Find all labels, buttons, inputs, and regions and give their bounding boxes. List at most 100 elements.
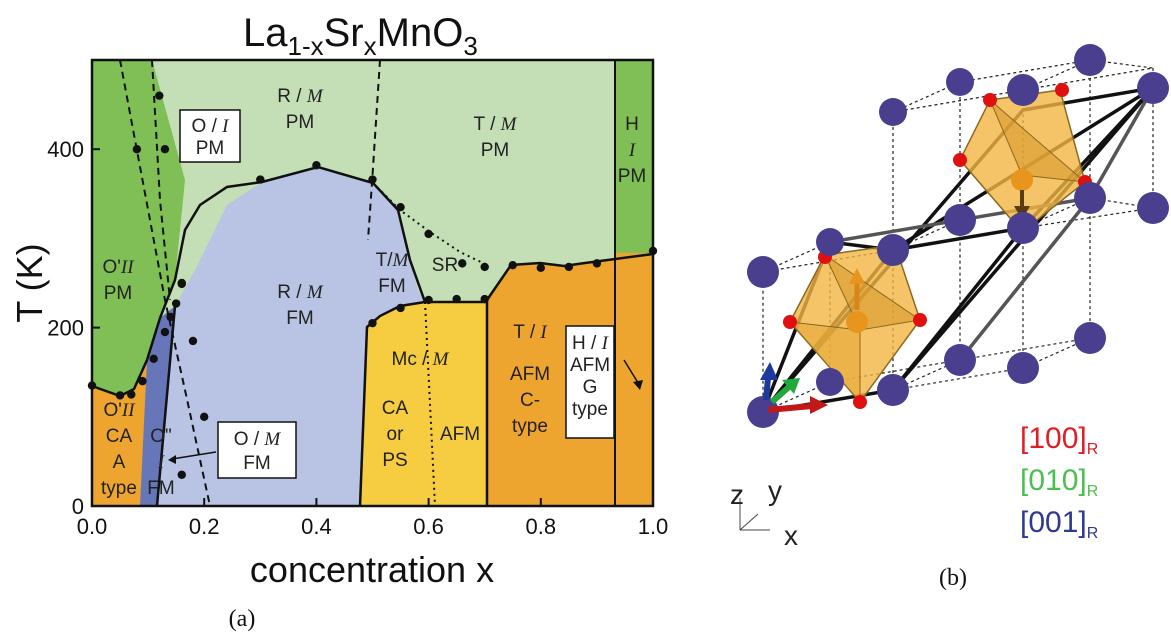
label-ti: T / I	[513, 322, 548, 343]
data-point-s0-1	[115, 391, 125, 400]
data-point-s0-12	[396, 202, 405, 212]
mn-atom-2	[1011, 169, 1033, 191]
la-sr-atoms	[747, 44, 1169, 428]
region-hi-afm	[615, 253, 653, 506]
axis-x-label: x	[784, 520, 798, 551]
label-tm-pm: T / M	[474, 114, 518, 135]
label-o2-fm-2: I	[157, 452, 166, 473]
data-point-s0-19	[592, 259, 602, 268]
data-point-s2-3	[177, 278, 186, 288]
direction-label: [100]R	[1020, 422, 1098, 458]
data-point-s2-2	[160, 145, 170, 154]
svg-text:O / M: O / M	[234, 429, 282, 450]
svg-text:FM: FM	[243, 453, 270, 474]
label-oii-pm-2: PM	[104, 283, 133, 304]
svg-text:AFM: AFM	[570, 355, 610, 376]
label-hi-pm-3: PM	[618, 166, 647, 187]
data-point-s0-9	[256, 175, 265, 184]
dashed-1	[119, 59, 211, 507]
data-point-s2-0	[132, 145, 142, 154]
data-point-s2-5	[200, 412, 209, 421]
chart-title: La1-xSrxMnO3	[243, 11, 478, 61]
panel-a-phase-diagram: La1-xSrxMnO3	[9, 11, 668, 632]
svg-text:PM: PM	[196, 138, 225, 159]
label-oii-ca: O'II	[103, 400, 136, 421]
boundary-fm-pm	[91, 165, 487, 398]
data-point-s2-4	[188, 336, 198, 346]
dotted-boundaries	[372, 182, 488, 507]
arrowhead-hi-afm	[633, 380, 643, 390]
y-axis-label: T (K)	[9, 243, 50, 322]
data-point-s1-2	[424, 295, 433, 305]
data-point-s0-18	[564, 262, 574, 272]
label-hi-pm-2: I	[628, 140, 637, 161]
dotted-afm	[424, 301, 436, 507]
x-tick-label: 0.8	[526, 514, 557, 539]
axis-z-label: z	[730, 479, 744, 510]
label-tm-pm-2: PM	[481, 140, 510, 161]
boundary-yellow	[358, 300, 426, 507]
direction-label: [001]R	[1020, 506, 1098, 542]
arrowhead-om-fm	[168, 455, 176, 464]
svg-text:type: type	[572, 399, 608, 420]
phase-regions	[92, 60, 653, 506]
data-point-s0-16	[508, 260, 517, 270]
x-tick-label: 1.0	[638, 514, 669, 539]
label-mc: Mc / M	[392, 349, 450, 370]
label-rm-fm: R / M	[277, 282, 324, 303]
data-point-s0-13	[424, 229, 433, 239]
region-mc-m	[360, 302, 487, 506]
data-point-s0-14	[458, 259, 467, 268]
label-tm-fm: T/M	[376, 250, 410, 271]
svg-text:G: G	[583, 377, 598, 398]
box-om-fm: O / M FM	[217, 421, 297, 479]
data-point-s0-2	[127, 390, 136, 399]
label-afm: AFM	[440, 424, 480, 445]
direction-labels: [100]R [010]R [001]R	[1020, 422, 1098, 542]
svg-text:H / I: H / I	[572, 333, 610, 354]
y-tick-label: 200	[47, 316, 84, 341]
data-point-s1-0	[368, 318, 377, 328]
label-oii-ca-2: CA	[106, 426, 133, 447]
label-oii-pm: O'II	[102, 257, 135, 278]
y-axis-ticks: 0 200 400	[47, 137, 100, 519]
octahedron-2	[959, 89, 1087, 234]
x-tick-label: 0.2	[189, 514, 220, 539]
label-oii-ca-3: A	[113, 452, 126, 473]
data-point-s0-6	[166, 312, 175, 322]
x-axis-label: concentration x	[250, 549, 494, 590]
region-hi-pm	[615, 60, 653, 253]
label-rm-pm: R / M	[277, 86, 324, 107]
label-o2-fm-3: FM	[147, 478, 174, 499]
label-afm-c-2: C-	[520, 390, 540, 411]
panel-b-crystal-structure: z y x [100]R [010]R [001]R (b)	[730, 44, 1169, 591]
axis-y-label: y	[768, 475, 782, 506]
data-point-s1-4	[480, 294, 489, 304]
x-tick-label: 0.0	[77, 514, 108, 539]
boundary-o2-fm	[155, 305, 177, 507]
data-point-s0-5	[160, 327, 170, 337]
data-point-s1-1	[396, 303, 405, 313]
phase-labels: R / M PM T / M PM H I PM O / I PM O'II P…	[101, 86, 646, 499]
label-ca-ps-3: PS	[382, 450, 407, 471]
label-hi-pm: H	[625, 114, 639, 135]
direction-label: [010]R	[1020, 464, 1098, 500]
data-point-s0-11	[368, 175, 377, 184]
label-ca-ps: CA	[382, 398, 409, 419]
label-oii-ca-4: type	[101, 478, 137, 499]
label-ca-ps-2: or	[387, 424, 405, 445]
caption-b: (b)	[939, 565, 967, 591]
data-point-s2-1	[155, 91, 164, 100]
label-o2-fm: O"	[150, 426, 172, 447]
label-sr: SR	[432, 255, 458, 276]
label-afm-c-3: type	[512, 416, 548, 437]
data-point-s1-3	[452, 294, 461, 304]
label-rm-fm-2: FM	[286, 308, 313, 329]
data-point-s0-7	[171, 299, 181, 308]
y-tick-label: 0	[72, 494, 84, 519]
label-rm-pm-2: PM	[286, 112, 315, 133]
mn-atom	[846, 311, 868, 333]
label-afm-c: AFM	[510, 364, 550, 385]
caption-a: (a)	[229, 606, 256, 632]
